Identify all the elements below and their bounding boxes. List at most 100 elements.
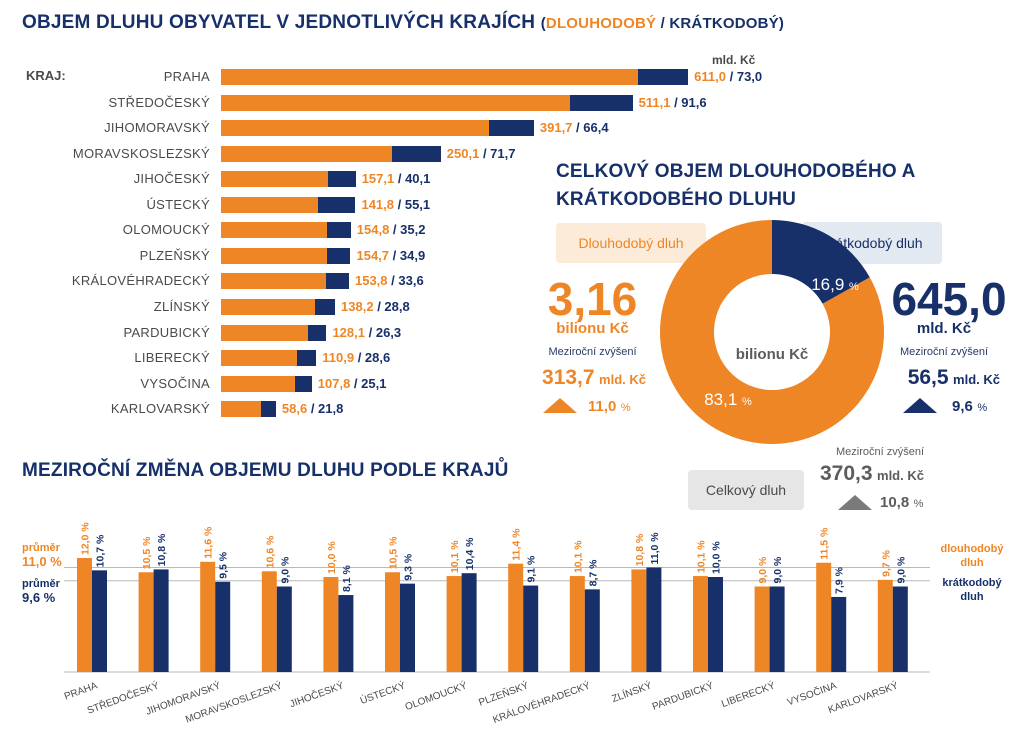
short-change-bar	[892, 586, 908, 672]
short-change-bar	[276, 586, 292, 672]
long-change-bar	[508, 563, 524, 672]
region-label: ZLÍNSKÝ	[153, 298, 210, 314]
title-paren-close: )	[778, 15, 785, 32]
short-yoy-pct-sign: %	[977, 402, 988, 414]
short-change-label: 9,0 %	[772, 556, 784, 584]
long-value-label: 511,1	[638, 94, 671, 110]
long-change-label: 10,8 %	[634, 533, 646, 566]
long-value-label: 141,8	[361, 196, 395, 212]
long-change-bar	[385, 572, 400, 672]
long-debt-bar	[221, 94, 571, 111]
region-label: PARDUBICKÝ	[123, 324, 210, 340]
short-slice-label: 16,9 %	[811, 275, 859, 294]
short-change-bar	[769, 586, 785, 672]
short-change-label: 10,7 %	[95, 534, 107, 567]
long-debt-slice	[660, 220, 884, 444]
total-up-arrow-icon	[838, 495, 872, 510]
long-yoy-unit: mld. Kč	[599, 372, 646, 387]
category-label: ÚSTECKÝ	[358, 678, 407, 706]
short-debt-bar	[261, 401, 276, 418]
short-change-label: 8,1 %	[341, 565, 353, 593]
short-change-label: 10,8 %	[156, 533, 168, 566]
total-yoy-label: Meziroční zvýšení	[836, 446, 925, 458]
long-up-arrow-icon	[543, 398, 577, 413]
long-change-bar	[77, 558, 92, 672]
short-debt-bar	[315, 298, 336, 315]
long-value-label: 128,1	[332, 324, 365, 340]
page-title: OBJEM DLUHU OBYVATEL V JEDNOTLIVÝCH KRAJ…	[22, 12, 784, 34]
short-change-bar	[153, 569, 169, 672]
short-value-label: / 26,3	[365, 324, 402, 340]
long-change-bar	[631, 569, 647, 672]
average-short-label: průměr	[22, 578, 61, 590]
long-change-label: 10,6 %	[264, 535, 276, 568]
short-debt-bar	[296, 350, 317, 367]
short-change-label: 7,9 %	[834, 566, 846, 594]
short-change-bar	[92, 570, 107, 672]
short-change-label: 9,3 %	[403, 553, 415, 581]
short-value-label: / 28,8	[373, 298, 410, 314]
long-value-label: 154,8	[356, 222, 390, 238]
category-label: KRÁLOVÉHRADECKÝ	[491, 678, 592, 725]
long-debt-bar	[221, 69, 639, 85]
donut-center-unit: bilionu Kč	[735, 346, 809, 363]
long-change-label: 9,7 %	[880, 549, 892, 577]
pie-title-text: CELKOVÝ OBJEM DLOUHODOBÉHO A KRÁTKODOBÉH…	[556, 161, 915, 210]
short-debt-unit: mld. Kč	[916, 320, 972, 337]
long-debt-bar	[221, 222, 327, 239]
long-debt-bar	[221, 375, 295, 392]
average-long-value: 11,0 %	[22, 554, 62, 569]
short-change-bar	[523, 585, 539, 672]
legend-short: krátkodobý	[942, 577, 1002, 589]
long-change-label: 10,1 %	[449, 540, 461, 573]
total-yoy-row: 370,3 mld. Kč	[820, 462, 924, 486]
long-change-label: 11,6 %	[203, 526, 215, 559]
short-debt-bar	[570, 94, 633, 111]
legend-short-line2: dluh	[960, 591, 983, 603]
short-yoy-pct-row: 9,6 %	[952, 398, 987, 416]
short-value-label: / 66,4	[572, 120, 609, 136]
unit-label: mld. Kč	[712, 53, 756, 67]
long-change-bar	[200, 561, 216, 672]
bar-value-label: 154,8 / 35,2	[357, 222, 426, 237]
long-value-label: 157,1	[361, 171, 395, 187]
long-yoy-row: 313,7 mld. Kč	[506, 366, 646, 390]
long-yoy-pct-row: 11,0 %	[588, 398, 631, 416]
region-debt-bar-chart: PRAHA 611,0 / 73,0 STŘEDOČESKÝ 511,1 / 91,6…	[72, 69, 762, 418]
region-label: JIHOMORAVSKÝ	[104, 120, 210, 136]
short-change-label: 11,0 %	[649, 532, 661, 565]
category-label: OLOMOUCKÝ	[403, 678, 469, 713]
bar-value-label: 58,6 / 21,8	[282, 401, 343, 416]
title-short: KRÁTKODOBÝ	[669, 15, 779, 32]
long-slice-label: 83,1 %	[704, 390, 752, 409]
long-debt-bar	[221, 171, 329, 188]
short-value-label: / 71,7	[479, 145, 516, 161]
total-debt-badge: Celkový dluh	[688, 470, 804, 510]
short-value-label: / 21,8	[307, 401, 344, 417]
short-debt-bar	[326, 222, 351, 239]
long-change-bar	[754, 586, 770, 672]
short-change-label: 9,0 %	[895, 556, 907, 584]
short-debt-slice	[772, 220, 870, 304]
short-value-label: / 35,2	[389, 222, 426, 238]
region-label: JIHOČESKÝ	[133, 171, 210, 187]
short-debt-bar	[328, 171, 356, 188]
total-yoy-value: 370,3	[820, 462, 873, 485]
long-value-label: 58,6	[281, 401, 308, 417]
long-change-bar	[693, 576, 708, 672]
short-yoy-label: Meziroční zvýšení	[899, 346, 989, 358]
long-debt-bar	[221, 350, 297, 367]
bar-value-label: 250,1 / 71,7	[447, 146, 516, 161]
bar-value-label: 128,1 / 26,3	[332, 325, 401, 340]
title-main: OBJEM DLUHU OBYVATEL V JEDNOTLIVÝCH KRAJ…	[22, 12, 536, 33]
long-debt-bar	[221, 324, 309, 341]
short-change-bar	[646, 567, 662, 672]
long-yoy-label: Meziroční zvýšení	[548, 346, 637, 358]
region-label: LIBERECKÝ	[134, 350, 210, 366]
region-label: KARLOVARSKÝ	[110, 401, 210, 417]
short-change-label: 10,4 %	[464, 537, 476, 570]
bar-value-label: 141,8 / 55,1	[361, 197, 430, 212]
long-yoy-pct-sign: %	[620, 402, 631, 414]
long-debt-value: 3,16	[547, 273, 638, 325]
short-change-bar	[584, 589, 600, 672]
